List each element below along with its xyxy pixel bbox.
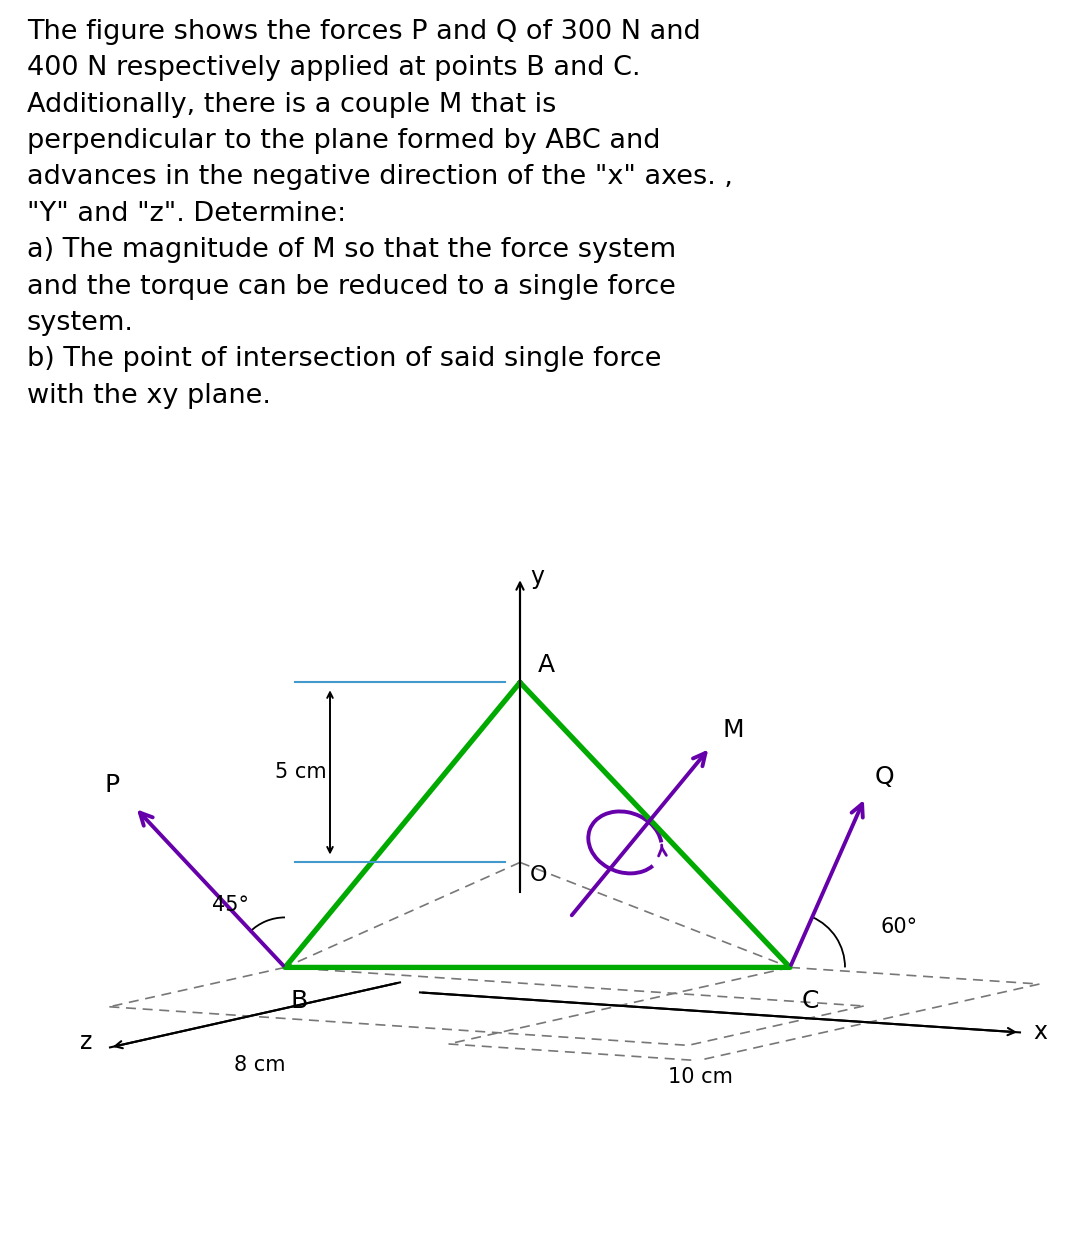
Text: 45°: 45° — [211, 896, 248, 916]
Text: z: z — [80, 1030, 92, 1054]
Text: O: O — [530, 866, 547, 886]
Text: Q: Q — [875, 766, 894, 789]
Text: P: P — [105, 773, 120, 797]
Text: B: B — [290, 989, 308, 1013]
Text: A: A — [538, 653, 555, 677]
Text: 8 cm: 8 cm — [234, 1055, 286, 1075]
Text: 10 cm: 10 cm — [668, 1068, 733, 1088]
Text: 60°: 60° — [880, 918, 917, 938]
Text: C: C — [802, 989, 819, 1013]
Text: x: x — [1033, 1020, 1047, 1044]
Text: y: y — [530, 566, 544, 590]
Text: 5 cm: 5 cm — [275, 762, 327, 782]
Text: The figure shows the forces P and Q of 300 N and
400 N respectively applied at p: The figure shows the forces P and Q of 3… — [27, 19, 733, 408]
Text: M: M — [722, 718, 743, 742]
